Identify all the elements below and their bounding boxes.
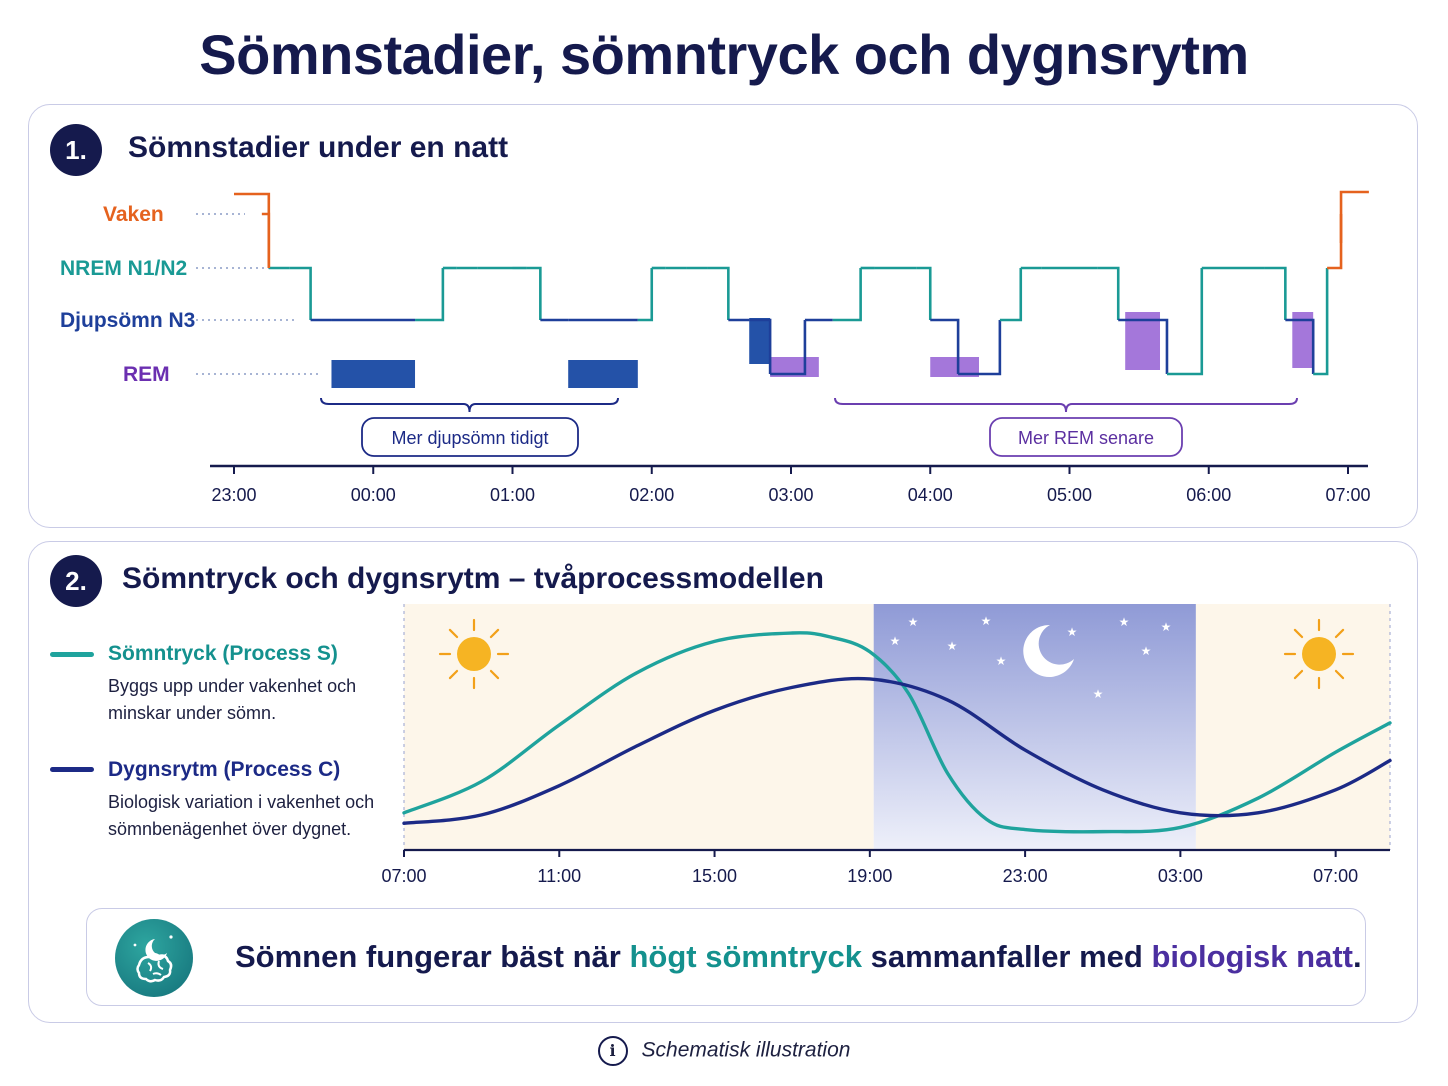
hypnogram-segment (289, 266, 312, 320)
hypnogram-segment (1097, 266, 1120, 320)
stage-label-0: Vaken (103, 203, 164, 226)
x-tick-label-1: 23:00 (211, 485, 256, 505)
brain-moon-icon (115, 919, 193, 997)
rem-block-2 (1125, 312, 1161, 370)
sleep-stages-panel (28, 104, 1418, 528)
deep-sleep-block-1 (568, 360, 638, 388)
hypnogram-segment (958, 320, 1002, 376)
annotation-text-0: Mer djupsömn tidigt (391, 428, 548, 448)
legend-desc-process-c: Biologisk variation i vakenhet och sömnb… (108, 792, 375, 839)
key-message: Sömnen fungerar bäst när högt sömntryck … (235, 939, 1362, 974)
section-title-2: Sömntryck och dygnsrytm – tvåprocessmode… (122, 562, 824, 595)
section-number-1: 1. (50, 124, 102, 176)
x-tick-label-1: 04:00 (908, 485, 953, 505)
stage-label-1: NREM N1/N2 (60, 257, 187, 280)
deep-sleep-block-2 (749, 318, 771, 364)
hypnogram-segment (749, 318, 772, 374)
process-c-curve (402, 676, 1392, 825)
hypnogram-segment (1166, 268, 1204, 376)
hypnogram-segment (832, 268, 862, 322)
hypnogram-segment (1285, 318, 1315, 374)
x-tick-label-2: 19:00 (847, 866, 892, 886)
star-icon: ★ (1067, 625, 1078, 639)
hypnogram-segment (707, 266, 730, 320)
annotation-text-1: Mer REM senare (1018, 428, 1154, 448)
sun-icon (1283, 618, 1355, 690)
x-tick-label-2: 11:00 (537, 866, 581, 886)
hypnogram-segment (770, 320, 807, 376)
page-title: Sömnstadier, sömntryck och dygnsrytm (199, 23, 1249, 86)
legend-swatch-process-s (50, 652, 94, 657)
x-tick-label-2: 23:00 (1003, 866, 1048, 886)
star-icon: ★ (1119, 615, 1130, 629)
sun-icon (438, 618, 510, 690)
info-icon: i (597, 1036, 628, 1066)
hypnogram-segment (999, 268, 1023, 322)
process-s-curve (402, 631, 1392, 834)
star-icon: ★ (1161, 620, 1172, 634)
wake-start-segment (234, 192, 271, 268)
wake-end-segment (1339, 190, 1369, 243)
hypnogram-segment (1118, 318, 1169, 374)
star-icon: ★ (981, 614, 992, 628)
x-tick-label-2: 07:00 (1313, 866, 1358, 886)
rem-block-3 (1292, 312, 1314, 368)
rem-block-0 (770, 357, 819, 377)
star-icon: ★ (1093, 687, 1104, 701)
star-icon: ★ (890, 634, 901, 648)
hypnogram-segment (1313, 268, 1329, 376)
annotation-pill-1 (989, 417, 1183, 457)
hypnogram-segment (916, 266, 932, 320)
moon-icon (1023, 624, 1074, 677)
legend-swatch-process-c (50, 767, 94, 772)
deep-sleep-block-0 (331, 360, 416, 388)
key-message-callout: Sömnen fungerar bäst när högt sömntryck … (86, 908, 1366, 1006)
annotation-pill-0 (361, 417, 579, 457)
x-tick-label-1: 06:00 (1186, 485, 1231, 505)
rem-block-1 (930, 357, 979, 377)
x-tick-label-2: 03:00 (1158, 866, 1203, 886)
hypnogram-segment (637, 268, 654, 322)
star-icon: ★ (947, 639, 958, 653)
hypnogram-segment (526, 266, 542, 320)
section-number-2: 2. (50, 555, 102, 607)
x-tick-label-1: 00:00 (351, 485, 396, 505)
hypnogram-segment (415, 268, 445, 322)
x-tick-label-1: 07:00 (1325, 485, 1370, 505)
day-background-right (1195, 604, 1390, 850)
x-tick-label-1: 02:00 (629, 485, 674, 505)
legend-title-process-c: Dygnsrytm (Process C) (108, 758, 341, 781)
star-icon: ★ (1141, 644, 1152, 658)
x-tick-label-2: 07:00 (381, 866, 426, 886)
x-tick-label-1: 05:00 (1047, 485, 1092, 505)
brace-early (320, 397, 619, 413)
stage-label-3: REM (123, 363, 170, 386)
star-icon: ★ (996, 654, 1007, 668)
stage-label-2: Djupsömn N3 (60, 309, 195, 332)
x-tick-label-1: 01:00 (490, 485, 535, 505)
hypnogram-segment (1264, 266, 1287, 320)
legend-title-process-s: Sömntryck (Process S) (108, 642, 338, 665)
legend-desc-process-s: Byggs upp under vakenhet och minskar und… (108, 676, 357, 723)
x-tick-label-1: 03:00 (768, 485, 813, 505)
section-title-1: Sömnstadier under en natt (128, 131, 509, 164)
hypnogram-segment (930, 318, 960, 374)
brace-late (834, 397, 1298, 413)
star-icon: ★ (908, 615, 919, 629)
x-tick-label-2: 15:00 (692, 866, 737, 886)
footnote: i Schematisk illustration (0, 1036, 1448, 1066)
